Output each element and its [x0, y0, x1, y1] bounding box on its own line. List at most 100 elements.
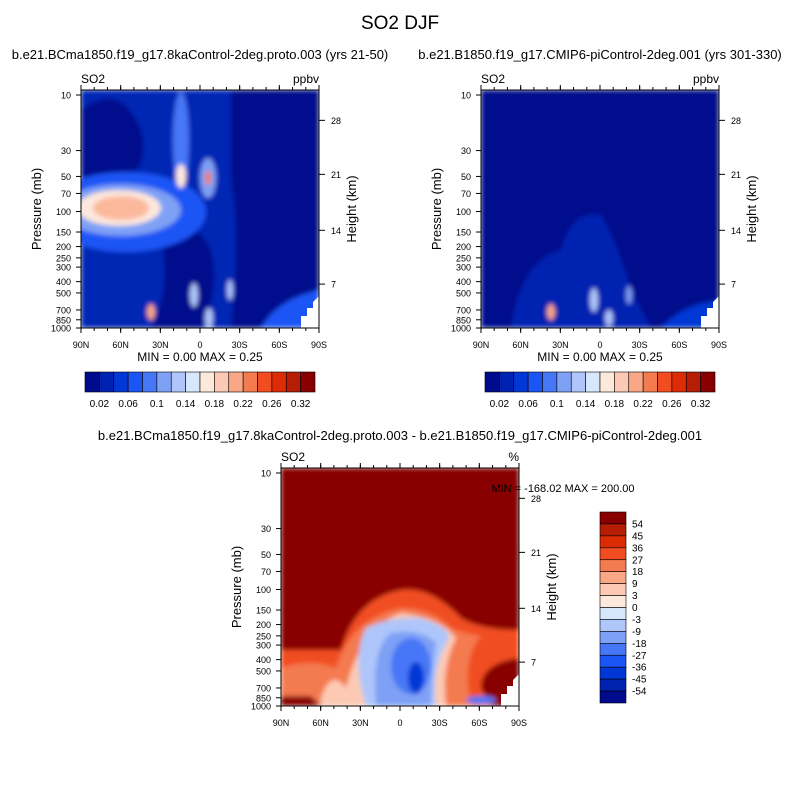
contour-region	[176, 164, 186, 188]
panel-0: b.e21.BCma1850.f19_g17.8kaControl-2deg.p…	[12, 47, 389, 364]
y-tick-label: 300	[456, 263, 471, 273]
height-tick-label: 7	[331, 280, 336, 290]
colorbar-1: 0.02 0.06 0.1 0.14 0.18 0.22 0.26 0.32	[484, 371, 716, 410]
y-tick-label: 70	[61, 189, 71, 199]
colorbar-swatch	[99, 371, 115, 393]
colorbar-swatch	[300, 371, 316, 393]
colorbar-swatch	[527, 371, 543, 393]
colorbar-label: 0.02	[490, 399, 510, 410]
x-tick-label: 90S	[711, 340, 727, 350]
colorbar-swatch	[242, 371, 258, 393]
contour-region	[281, 696, 321, 706]
height-tick-label: 28	[331, 116, 341, 126]
y-axis-label: Pressure (mb)	[229, 546, 244, 628]
colorbar-swatch	[700, 371, 716, 393]
colorbar-swatch	[642, 371, 658, 393]
y-tick-label: 200	[256, 620, 271, 630]
contour-region	[93, 196, 149, 220]
colorbar-swatch	[685, 371, 701, 393]
colorbar-swatch	[628, 371, 644, 393]
y-tick-label: 150	[256, 606, 271, 616]
colorbar-label: 0.32	[291, 399, 311, 410]
colorbar-label: 45	[632, 531, 644, 542]
colorbar-swatch	[599, 690, 627, 704]
height-tick-label: 7	[731, 280, 736, 290]
min-max-stats: MIN = 0.00 MAX = 0.25	[137, 350, 263, 364]
contour-region	[205, 308, 213, 328]
colorbar-label: 0.1	[150, 399, 164, 410]
panel-subtitle: b.e21.BCma1850.f19_g17.8kaControl-2deg.p…	[98, 428, 702, 443]
y-tick-label: 150	[456, 228, 471, 238]
contour-region	[151, 227, 215, 328]
colorbar-swatch	[570, 371, 586, 393]
x-tick-label: 0	[597, 340, 602, 350]
x-tick-label: 90S	[311, 340, 327, 350]
contour-region	[511, 214, 651, 328]
contour-region	[81, 98, 144, 180]
contour-region	[205, 171, 211, 185]
colorbar-swatch	[156, 371, 172, 393]
colorbar-swatch	[142, 371, 158, 393]
y-tick-label: 700	[256, 683, 271, 693]
colorbar-label: 0.26	[662, 399, 682, 410]
colorbar-swatch	[185, 371, 201, 393]
contour-region	[227, 280, 233, 300]
x-tick-label: 60S	[271, 340, 287, 350]
missing-data-region	[501, 674, 519, 706]
y-tick-label: 1000	[251, 702, 271, 712]
colorbar-label: 0.14	[576, 399, 596, 410]
contour-region	[231, 90, 319, 328]
colorbar-0: 0.02 0.06 0.1 0.14 0.18 0.22 0.26 0.32	[84, 371, 316, 410]
colorbar-swatch	[599, 631, 627, 644]
y-tick-label: 150	[56, 228, 71, 238]
colorbar-swatch	[542, 371, 558, 393]
colorbar-swatch	[599, 547, 627, 561]
contour-region	[605, 310, 613, 326]
colorbar-swatch	[127, 371, 143, 393]
x-tick-label: 90N	[473, 340, 490, 350]
x-tick-label: 60N	[312, 718, 329, 728]
colorbar-label: 0.14	[176, 399, 196, 410]
colorbar-swatch	[599, 678, 627, 692]
colorbar-label: 0.18	[605, 399, 625, 410]
colorbar-swatch	[499, 371, 515, 393]
colorbar-label: -54	[632, 687, 647, 698]
contour-region	[190, 283, 198, 307]
y-tick-label: 1000	[451, 324, 471, 334]
colorbar-label: -18	[632, 639, 647, 650]
x-tick-label: 0	[397, 718, 402, 728]
height-tick-label: 14	[731, 226, 741, 236]
colorbar-label: 0.1	[550, 399, 564, 410]
colorbar-label: 0.22	[233, 399, 253, 410]
colorbar-label: 0.06	[518, 399, 538, 410]
colorbar-swatch	[599, 371, 615, 393]
y-tick-label: 500	[56, 288, 71, 298]
y-tick-label: 300	[256, 641, 271, 651]
colorbar-label: 3	[632, 591, 638, 602]
height-tick-label: 21	[331, 170, 341, 180]
panel-subtitle: b.e21.B1850.f19_g17.CMIP6-piControl-2deg…	[418, 47, 782, 62]
y-tick-label: 700	[56, 305, 71, 315]
y-tick-label: 850	[56, 315, 71, 325]
panel-subtitle: b.e21.BCma1850.f19_g17.8kaControl-2deg.p…	[12, 47, 389, 62]
colorbar-label: 0.26	[262, 399, 282, 410]
colorbar-label: -9	[632, 627, 641, 638]
x-tick-label: 30S	[232, 340, 248, 350]
colorbar-swatch	[556, 371, 572, 393]
y-tick-label: 50	[461, 172, 471, 182]
colorbar-label: 0.06	[118, 399, 138, 410]
x-tick-label: 60S	[671, 340, 687, 350]
contour-region	[626, 286, 632, 304]
colorbar-swatch	[585, 371, 601, 393]
y-tick-label: 50	[261, 550, 271, 560]
y-tick-label: 100	[456, 207, 471, 217]
y-axis-label: Pressure (mb)	[429, 168, 444, 250]
x-tick-label: 30N	[352, 718, 369, 728]
y-tick-label: 10	[61, 91, 71, 101]
contour-field	[81, 90, 319, 328]
x-tick-label: 30N	[152, 340, 169, 350]
y-tick-label: 30	[461, 146, 471, 156]
y-tick-label: 1000	[51, 324, 71, 334]
